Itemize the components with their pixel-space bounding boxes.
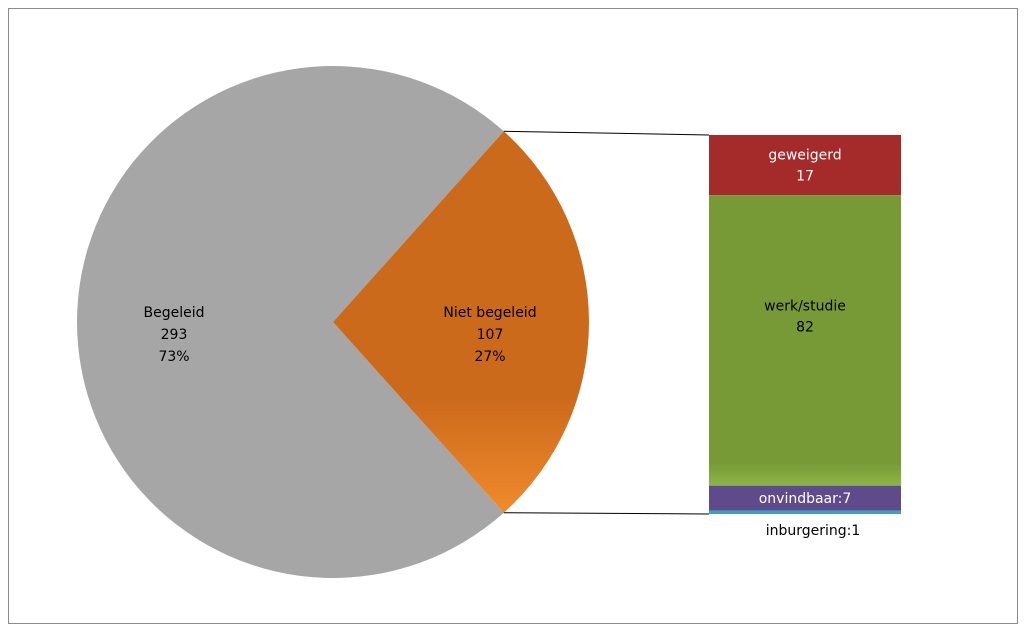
- pie: [77, 66, 589, 579]
- connector-line-bottom: [503, 512, 710, 515]
- pie-slice-begeleid: [77, 66, 504, 579]
- label-geweigerd: geweigerd 17: [768, 148, 841, 185]
- bar-segment-inburgering: [709, 510, 901, 514]
- breakdown-bar: [709, 135, 901, 514]
- label-niet-begeleid: Niet begeleid 107 27%: [443, 305, 536, 365]
- bar-segment-onvindbaar: [709, 485, 901, 511]
- label-inburgering: inburgering:1: [766, 523, 861, 539]
- label-begeleid: Begeleid 293 73%: [144, 305, 205, 365]
- pie-slice-niet-begeleid: [333, 131, 589, 513]
- label-onvindbaar: onvindbaar:7: [759, 491, 852, 507]
- connector-line-top: [503, 130, 710, 136]
- label-werk-studie: werk/studie 82: [764, 299, 846, 336]
- bar-segment-geweigerd: [709, 135, 901, 196]
- bar-segment-werk-studie: [709, 195, 901, 486]
- data-labels: Begeleid 293 73% Niet begeleid 107 27% geweige…: [144, 148, 861, 539]
- connector-lines: [503, 130, 710, 515]
